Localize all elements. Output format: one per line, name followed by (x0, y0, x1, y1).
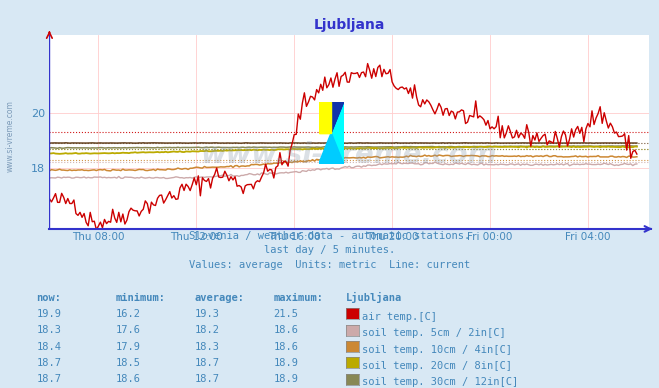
Text: soil temp. 10cm / 4in[C]: soil temp. 10cm / 4in[C] (362, 345, 512, 355)
Text: 19.3: 19.3 (194, 309, 219, 319)
Text: now:: now: (36, 293, 61, 303)
Text: www.si-vreme.com: www.si-vreme.com (5, 100, 14, 172)
Text: 18.7: 18.7 (36, 374, 61, 384)
Text: 18.7: 18.7 (36, 358, 61, 368)
Text: Slovenia / weather data - automatic stations.: Slovenia / weather data - automatic stat… (189, 230, 470, 241)
Text: 17.9: 17.9 (115, 341, 140, 352)
Text: soil temp. 5cm / 2in[C]: soil temp. 5cm / 2in[C] (362, 328, 505, 338)
Text: 16.2: 16.2 (115, 309, 140, 319)
Bar (319, 102, 331, 133)
Text: 18.7: 18.7 (194, 358, 219, 368)
Text: 18.6: 18.6 (115, 374, 140, 384)
Bar (319, 102, 331, 133)
Text: www.si-vreme.com: www.si-vreme.com (201, 141, 498, 169)
Polygon shape (319, 102, 344, 133)
Text: 19.9: 19.9 (36, 309, 61, 319)
Text: last day / 5 minutes.: last day / 5 minutes. (264, 245, 395, 255)
Text: 18.7: 18.7 (194, 374, 219, 384)
Text: 18.9: 18.9 (273, 374, 299, 384)
Text: air temp.[C]: air temp.[C] (362, 312, 437, 322)
Text: Ljubljana: Ljubljana (346, 292, 402, 303)
Text: 18.6: 18.6 (273, 325, 299, 335)
Text: 21.5: 21.5 (273, 309, 299, 319)
Text: soil temp. 20cm / 8in[C]: soil temp. 20cm / 8in[C] (362, 361, 512, 371)
Polygon shape (331, 102, 344, 164)
Text: 18.9: 18.9 (273, 358, 299, 368)
Polygon shape (319, 102, 344, 164)
Title: Ljubljana: Ljubljana (314, 18, 385, 32)
Polygon shape (319, 133, 344, 164)
Text: minimum:: minimum: (115, 293, 165, 303)
Text: average:: average: (194, 293, 244, 303)
Polygon shape (319, 102, 344, 133)
Text: Values: average  Units: metric  Line: current: Values: average Units: metric Line: curr… (189, 260, 470, 270)
Text: 18.6: 18.6 (273, 341, 299, 352)
Text: 18.5: 18.5 (115, 358, 140, 368)
Text: maximum:: maximum: (273, 293, 324, 303)
Text: 18.3: 18.3 (36, 325, 61, 335)
Text: 18.2: 18.2 (194, 325, 219, 335)
Text: soil temp. 30cm / 12in[C]: soil temp. 30cm / 12in[C] (362, 377, 518, 387)
Text: 18.3: 18.3 (194, 341, 219, 352)
Text: 17.6: 17.6 (115, 325, 140, 335)
Text: 18.4: 18.4 (36, 341, 61, 352)
